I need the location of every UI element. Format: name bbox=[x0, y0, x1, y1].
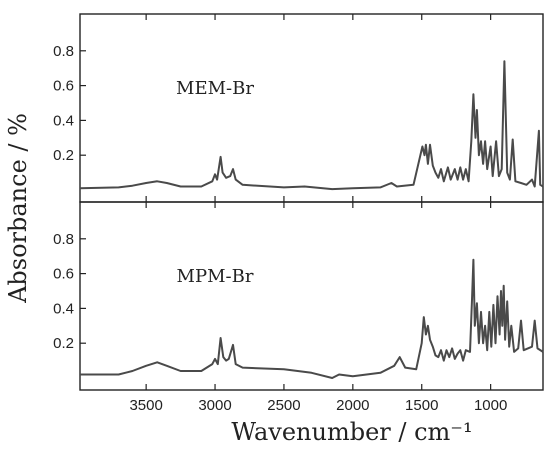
panel-frame bbox=[79, 201, 544, 391]
chart-panels: 0.2 0.4 0.6 0.8 MEM-Br 0.2 0.4 0.6 0.8 MPM-Br bbox=[53, 13, 544, 391]
panel-mpm-br: 0.2 0.4 0.6 0.8 MPM-Br bbox=[53, 201, 544, 391]
x-axis-title: Wavenumber / cm⁻¹ bbox=[231, 418, 472, 446]
x-tick-label: 3000 bbox=[198, 397, 231, 414]
spectrum-line bbox=[79, 60, 544, 191]
y-tick-label: 0.4 bbox=[53, 300, 74, 317]
y-tick-label: 0.8 bbox=[53, 231, 74, 248]
x-tick-label: 2000 bbox=[336, 397, 369, 414]
x-tick-label: 1500 bbox=[405, 397, 438, 414]
x-tick-label: 3500 bbox=[129, 397, 162, 414]
y-axis-title: Absorbance / % bbox=[4, 113, 32, 304]
x-axis: 3500 3000 2500 2000 1500 1000 bbox=[129, 397, 507, 414]
panel-label: MPM-Br bbox=[177, 266, 254, 287]
y-tick-label: 0.6 bbox=[53, 266, 74, 283]
panel-label: MEM-Br bbox=[176, 78, 254, 99]
y-tick-label: 0.2 bbox=[53, 147, 74, 164]
x-tick-label: 2500 bbox=[267, 397, 300, 414]
y-tick-label: 0.8 bbox=[53, 43, 74, 60]
panel-mem-br: 0.2 0.4 0.6 0.8 MEM-Br bbox=[53, 13, 544, 203]
y-tick-label: 0.2 bbox=[53, 335, 74, 352]
x-tick-label: 1000 bbox=[474, 397, 507, 414]
spectrum-line bbox=[80, 258, 544, 379]
y-tick-label: 0.4 bbox=[53, 112, 74, 129]
y-tick-label: 0.6 bbox=[53, 78, 74, 95]
